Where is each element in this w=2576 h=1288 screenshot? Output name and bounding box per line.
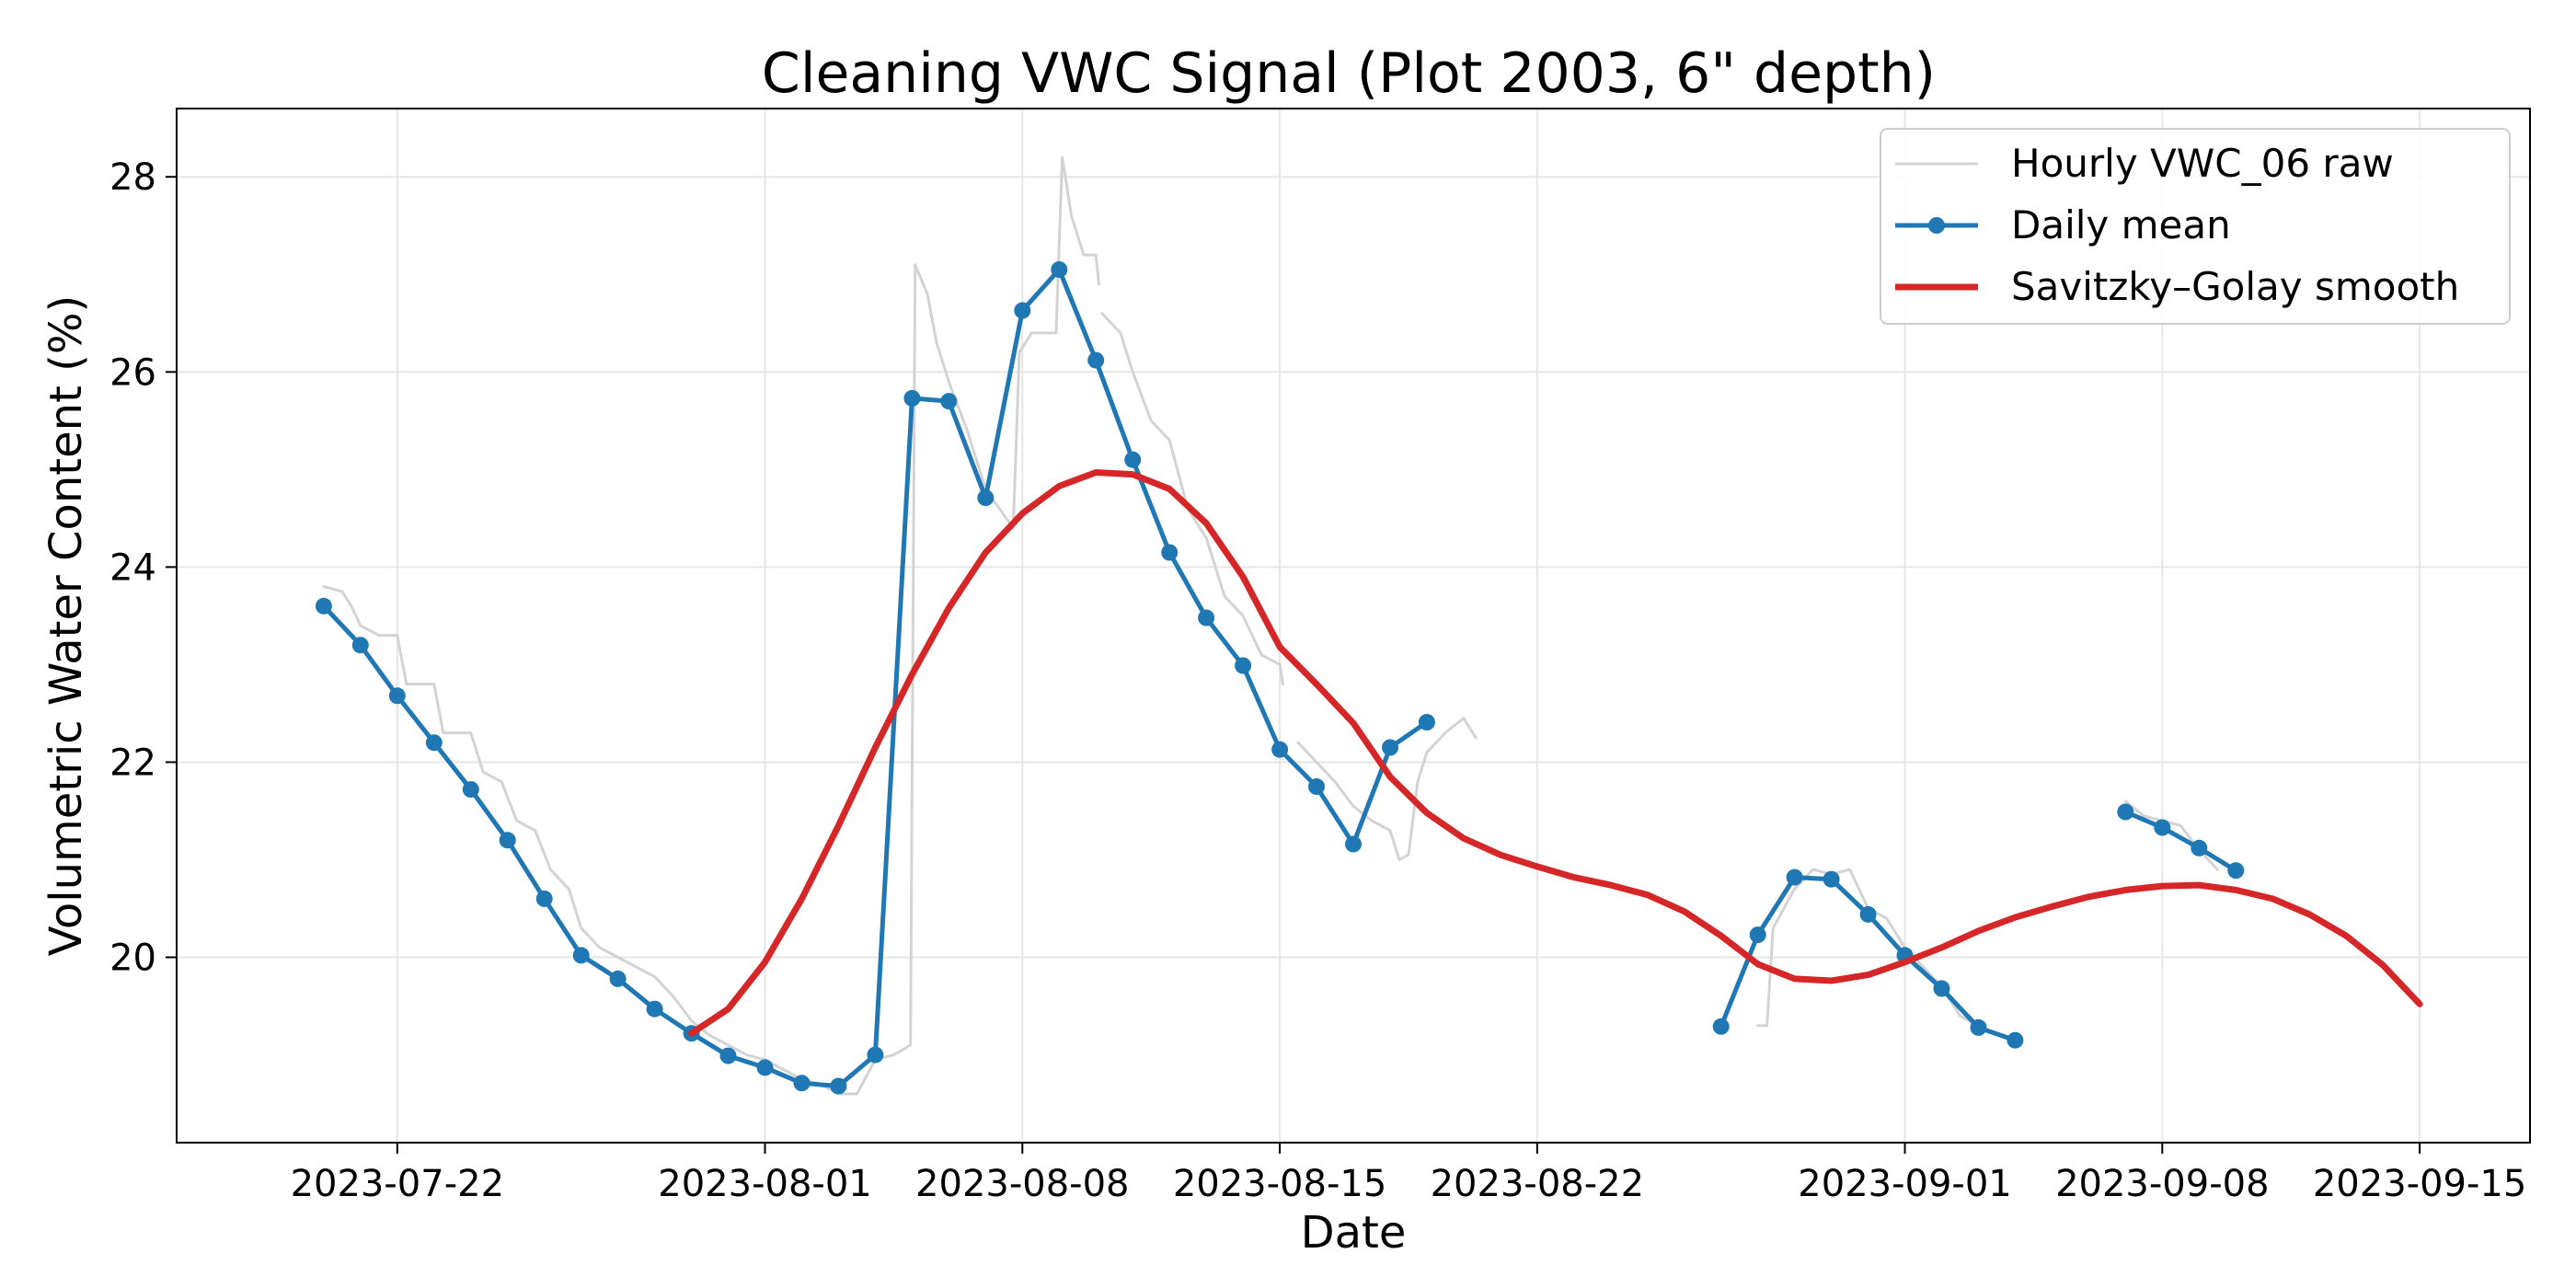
data-point — [1161, 544, 1179, 561]
series-line — [688, 469, 2423, 1037]
data-point — [315, 597, 332, 615]
data-point — [1087, 351, 1105, 369]
data-point — [1418, 714, 1435, 730]
legend: Hourly VWC_06 raw Daily mean Savitzky–Go… — [1880, 128, 2511, 325]
series-line — [322, 155, 1100, 1096]
data-point — [462, 781, 479, 799]
y-tick-label: 20 — [109, 937, 156, 980]
data-point — [1712, 1018, 1730, 1035]
plot-frame — [176, 108, 2531, 1144]
legend-box — [1880, 128, 2511, 325]
data-point — [2227, 862, 2245, 880]
data-point — [977, 489, 995, 507]
x-tick-label: 2023-07-22 — [291, 1163, 504, 1205]
series-line — [1296, 717, 1478, 861]
y-axis: 20 22 24 26 28 — [109, 156, 177, 980]
data-point — [535, 890, 553, 907]
y-tick-label: 22 — [109, 742, 156, 784]
data-point — [903, 389, 921, 407]
data-point — [1235, 657, 1252, 674]
series-line — [2123, 799, 2219, 871]
data-point — [2117, 803, 2134, 821]
data-point — [1198, 609, 1215, 627]
data-point — [1271, 741, 1289, 758]
y-tick-label: 28 — [109, 156, 156, 199]
data-point — [388, 687, 406, 705]
series-line — [1719, 875, 2018, 1043]
data-point — [499, 832, 516, 849]
chart-title: Cleaning VWC Signal (Plot 2003, 6" depth… — [762, 41, 1936, 106]
data-point — [609, 970, 627, 987]
data-point — [1786, 868, 1803, 886]
y-axis-label: Volumetric Water Content (%) — [40, 295, 92, 956]
legend-label-daily: Daily mean — [2011, 202, 2231, 247]
data-point — [425, 734, 443, 752]
series-line — [2122, 810, 2238, 873]
data-point — [646, 1000, 663, 1018]
x-tick-label: 2023-09-01 — [1798, 1163, 2011, 1205]
series-line — [321, 267, 1430, 1088]
data-point — [1382, 739, 1398, 756]
series-0 — [322, 155, 2219, 1096]
data-point — [830, 1077, 847, 1095]
x-tick-label: 2023-08-22 — [1431, 1163, 1644, 1205]
data-point — [2154, 819, 2171, 836]
data-point — [1749, 926, 1766, 944]
x-axis: 2023-07-22 2023-08-01 2023-08-08 2023-08-15… — [291, 1143, 2526, 1205]
data-point — [1345, 835, 1362, 853]
data-point — [1124, 451, 1142, 468]
data-point — [1970, 1018, 1987, 1036]
data-point — [940, 393, 958, 410]
data-point — [1051, 261, 1068, 278]
data-point — [1933, 980, 1950, 997]
data-point — [1859, 905, 1877, 923]
x-tick-label: 2023-08-08 — [915, 1163, 1129, 1205]
data-point — [756, 1059, 774, 1076]
data-point — [719, 1047, 737, 1064]
data-point — [1014, 302, 1031, 319]
y-tick-label: 24 — [109, 546, 156, 589]
data-point — [1823, 870, 1840, 888]
x-tick-label: 2023-09-08 — [2055, 1163, 2269, 1205]
series-line — [1100, 312, 1284, 686]
series-2 — [688, 469, 2423, 1037]
series-1 — [315, 261, 2245, 1095]
data-point — [1308, 778, 1325, 795]
series-layer — [315, 155, 2423, 1096]
data-point — [351, 637, 369, 654]
x-axis-label: Date — [1301, 1207, 1407, 1259]
x-tick-label: 2023-08-01 — [658, 1163, 871, 1205]
y-tick-label: 26 — [109, 351, 156, 394]
data-point — [2007, 1031, 2024, 1049]
data-point — [793, 1075, 811, 1092]
legend-label-raw: Hourly VWC_06 raw — [2011, 141, 2394, 186]
legend-marker-daily — [1928, 217, 1945, 234]
x-tick-label: 2023-08-15 — [1173, 1163, 1386, 1205]
x-tick-label: 2023-09-15 — [2313, 1163, 2526, 1205]
data-point — [572, 947, 590, 964]
data-point — [2191, 839, 2208, 857]
legend-label-smooth: Savitzky–Golay smooth — [2011, 264, 2459, 309]
data-point — [867, 1046, 884, 1064]
